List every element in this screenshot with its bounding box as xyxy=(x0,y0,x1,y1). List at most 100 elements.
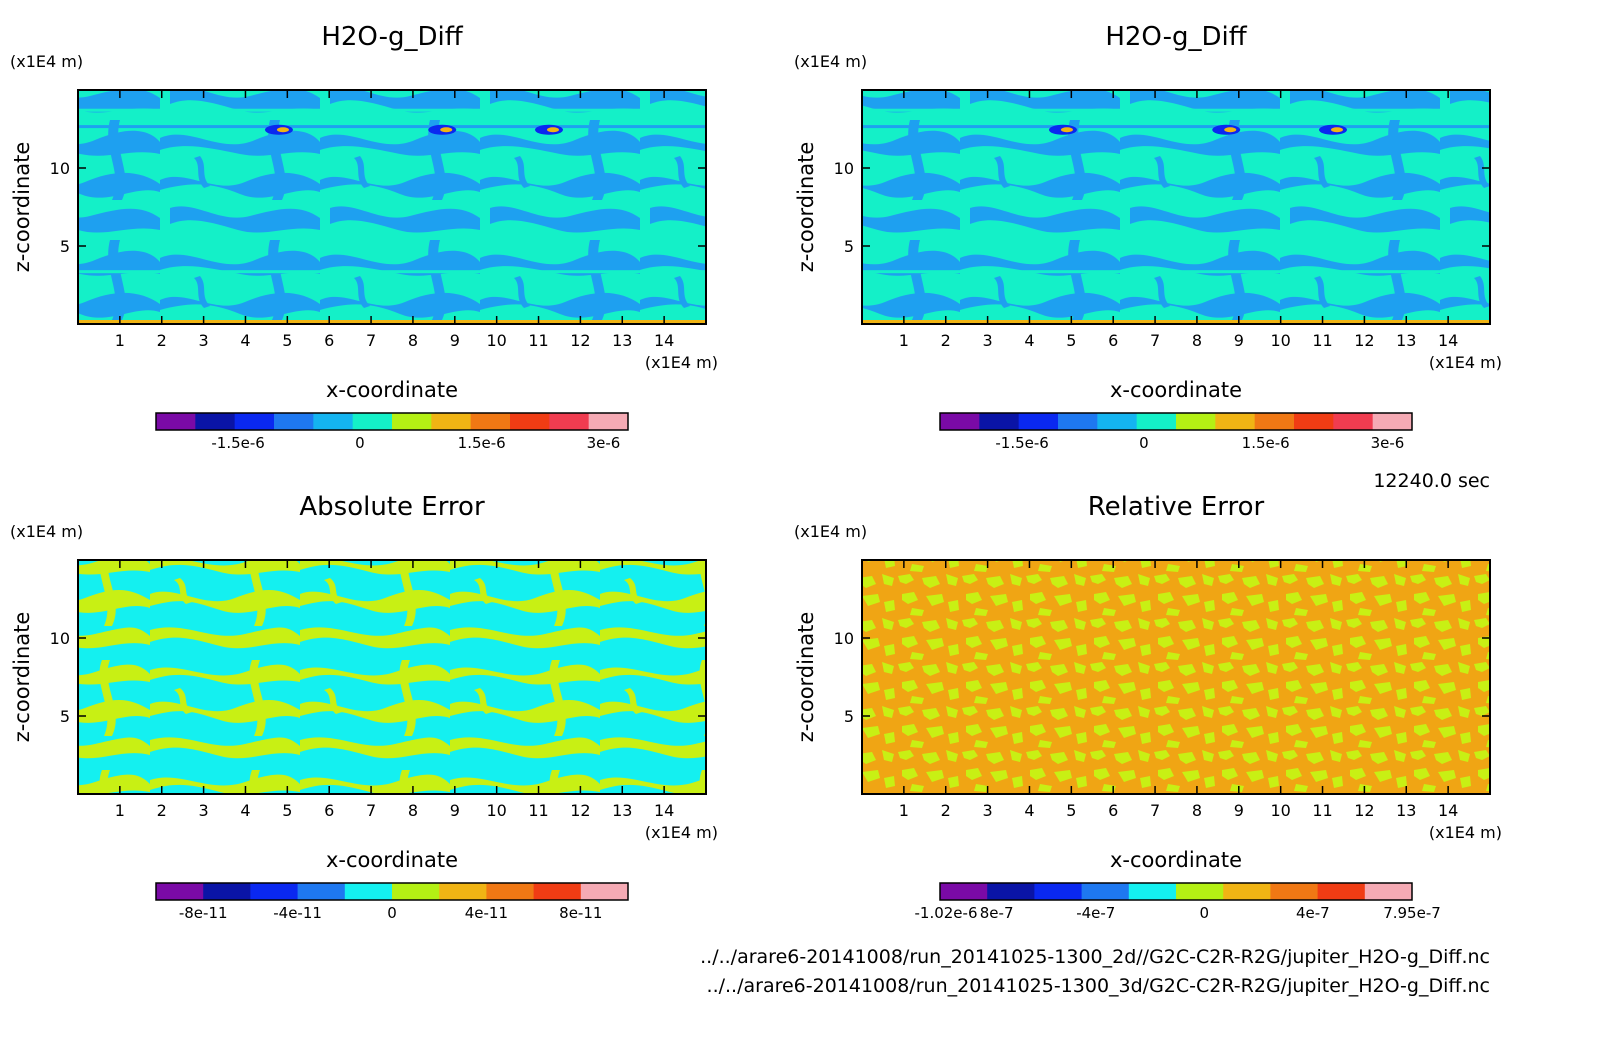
x-tick-label: 10 xyxy=(1270,801,1290,820)
colorbar-tick-label: 7.95e-7 xyxy=(1383,904,1441,922)
colorbar-swatch xyxy=(1223,883,1271,900)
x-tick-label: 1 xyxy=(899,801,909,820)
plot-frame xyxy=(77,89,707,325)
x-unit-label: (x1E4 m) xyxy=(645,823,718,842)
x-axis-label: x-coordinate xyxy=(326,378,458,402)
field-band xyxy=(862,125,1490,129)
file-path-3d: ../../arare6-20141008/run_20141025-1300_… xyxy=(707,975,1490,997)
x-tick-label: 13 xyxy=(1396,331,1416,350)
heatmap-field xyxy=(78,90,706,324)
colorbar-swatch xyxy=(1176,413,1216,430)
colorbar-swatch xyxy=(510,413,550,430)
heatmap-field xyxy=(862,560,1490,794)
x-tick-label: 11 xyxy=(1312,801,1332,820)
x-axis-label: x-coordinate xyxy=(326,848,458,872)
colorbar-swatch xyxy=(1294,413,1334,430)
colorbar-tick-label: 0 xyxy=(387,904,397,922)
x-tick-label: 5 xyxy=(282,331,292,350)
y-unit-label: (x1E4 m) xyxy=(10,522,83,541)
chart-panel-3: Absolute Error(x1E4 m)1 2 3 4 5 6 7 8 9 10 11 12 13 1… xyxy=(10,492,718,922)
colorbar-tick-label: 8e-7 xyxy=(980,904,1014,922)
chart-panel-4: Relative Error(x1E4 m)1 2 3 4 5 6 7 8 9 10 11 12 13 1… xyxy=(794,492,1502,922)
colorbar-frame xyxy=(155,412,629,431)
x-tick-label: 8 xyxy=(1192,331,1202,350)
colorbar-swatch xyxy=(940,413,980,430)
x-tick-label: 6 xyxy=(1108,331,1118,350)
colorbar: -1.02e-6 8e-7 -4e-7 0 4e-7 7.95e-7 xyxy=(915,882,1441,922)
plot-frame xyxy=(861,559,1491,795)
colorbar-tick-label: 3e-6 xyxy=(1371,434,1405,452)
colorbar-swatch xyxy=(392,413,432,430)
colorbar-swatch xyxy=(234,413,275,430)
colorbar-swatch xyxy=(439,883,487,900)
x-tick-label: 2 xyxy=(941,331,951,350)
x-tick-label: 10 xyxy=(486,331,506,350)
colorbar-swatch xyxy=(1317,883,1366,900)
colorbar-swatch xyxy=(1364,883,1413,900)
y-tick-label: 10 xyxy=(834,629,854,648)
colorbar-tick-label: 1.5e-6 xyxy=(458,434,506,452)
y-tick-label: 5 xyxy=(844,237,854,256)
x-tick-label: 7 xyxy=(1150,331,1160,350)
colorbar-swatch xyxy=(344,883,393,900)
x-tick-label: 8 xyxy=(1192,801,1202,820)
field-blob xyxy=(440,127,453,133)
x-tick-label: 4 xyxy=(240,331,250,350)
field-band xyxy=(862,320,1490,324)
x-tick-label: 9 xyxy=(450,801,460,820)
x-tick-label: 3 xyxy=(199,331,209,350)
field-blob xyxy=(1224,127,1237,133)
colorbar-frame xyxy=(939,882,1413,901)
x-tick-label: 3 xyxy=(199,801,209,820)
colorbar-swatch xyxy=(274,413,314,430)
colorbar-swatch xyxy=(203,883,251,900)
y-unit-label: (x1E4 m) xyxy=(794,522,867,541)
x-tick-label: 10 xyxy=(486,801,506,820)
colorbar-swatch xyxy=(940,883,988,900)
colorbar: -1.5e-6 0 1.5e-6 3e-6 xyxy=(939,412,1413,452)
x-tick-label: 3 xyxy=(983,331,993,350)
y-tick-label: 10 xyxy=(50,159,70,178)
heatmap-field xyxy=(862,90,1490,324)
x-tick-label: 12 xyxy=(570,801,590,820)
x-unit-label: (x1E4 m) xyxy=(1429,823,1502,842)
x-tick-label: 12 xyxy=(570,331,590,350)
colorbar-tick-label: 0 xyxy=(1139,434,1149,452)
colorbar-swatch xyxy=(979,413,1020,430)
x-tick-label: 10 xyxy=(1270,331,1290,350)
colorbar-frame xyxy=(155,882,629,901)
y-tick-label: 5 xyxy=(844,707,854,726)
y-tick-label: 10 xyxy=(834,159,854,178)
colorbar-swatch xyxy=(1270,883,1319,900)
x-tick-label: 1 xyxy=(115,331,125,350)
x-tick-label: 1 xyxy=(899,331,909,350)
colorbar-tick-label: 1.5e-6 xyxy=(1242,434,1290,452)
x-tick-label: 6 xyxy=(324,331,334,350)
x-tick-label: 3 xyxy=(983,801,993,820)
colorbar-swatch xyxy=(987,883,1035,900)
y-unit-label: (x1E4 m) xyxy=(10,52,83,71)
x-tick-label: 13 xyxy=(1396,801,1416,820)
colorbar-tick-label: -1.02e-6 xyxy=(915,904,978,922)
colorbar-swatch xyxy=(588,413,629,430)
x-tick-label: 11 xyxy=(528,331,548,350)
colorbar-swatch xyxy=(1215,413,1256,430)
colorbar-tick-label: -1.5e-6 xyxy=(211,434,264,452)
x-tick-label: 2 xyxy=(941,801,951,820)
x-tick-label: 8 xyxy=(408,801,418,820)
chart-panel-2: H2O-g_Diff(x1E4 m)1 2 3 4 5 6 7 8 9 10 11 12 13 14510… xyxy=(794,22,1502,452)
x-tick-label: 4 xyxy=(1024,801,1034,820)
x-tick-label: 2 xyxy=(157,801,167,820)
colorbar-tick-label: 4e-7 xyxy=(1296,904,1330,922)
x-tick-label: 11 xyxy=(528,801,548,820)
y-unit-label: (x1E4 m) xyxy=(794,52,867,71)
field-blob xyxy=(1331,127,1343,133)
colorbar: -8e-11 -4e-11 0 4e-11 8e-11 xyxy=(155,882,629,922)
y-axis-label: z-coordinate xyxy=(794,612,818,743)
x-tick-label: 6 xyxy=(1108,801,1118,820)
x-tick-label: 4 xyxy=(1024,331,1034,350)
chart-title: H2O-g_Diff xyxy=(1105,22,1247,52)
colorbar-swatch xyxy=(1034,883,1083,900)
colorbar-swatch xyxy=(156,883,204,900)
